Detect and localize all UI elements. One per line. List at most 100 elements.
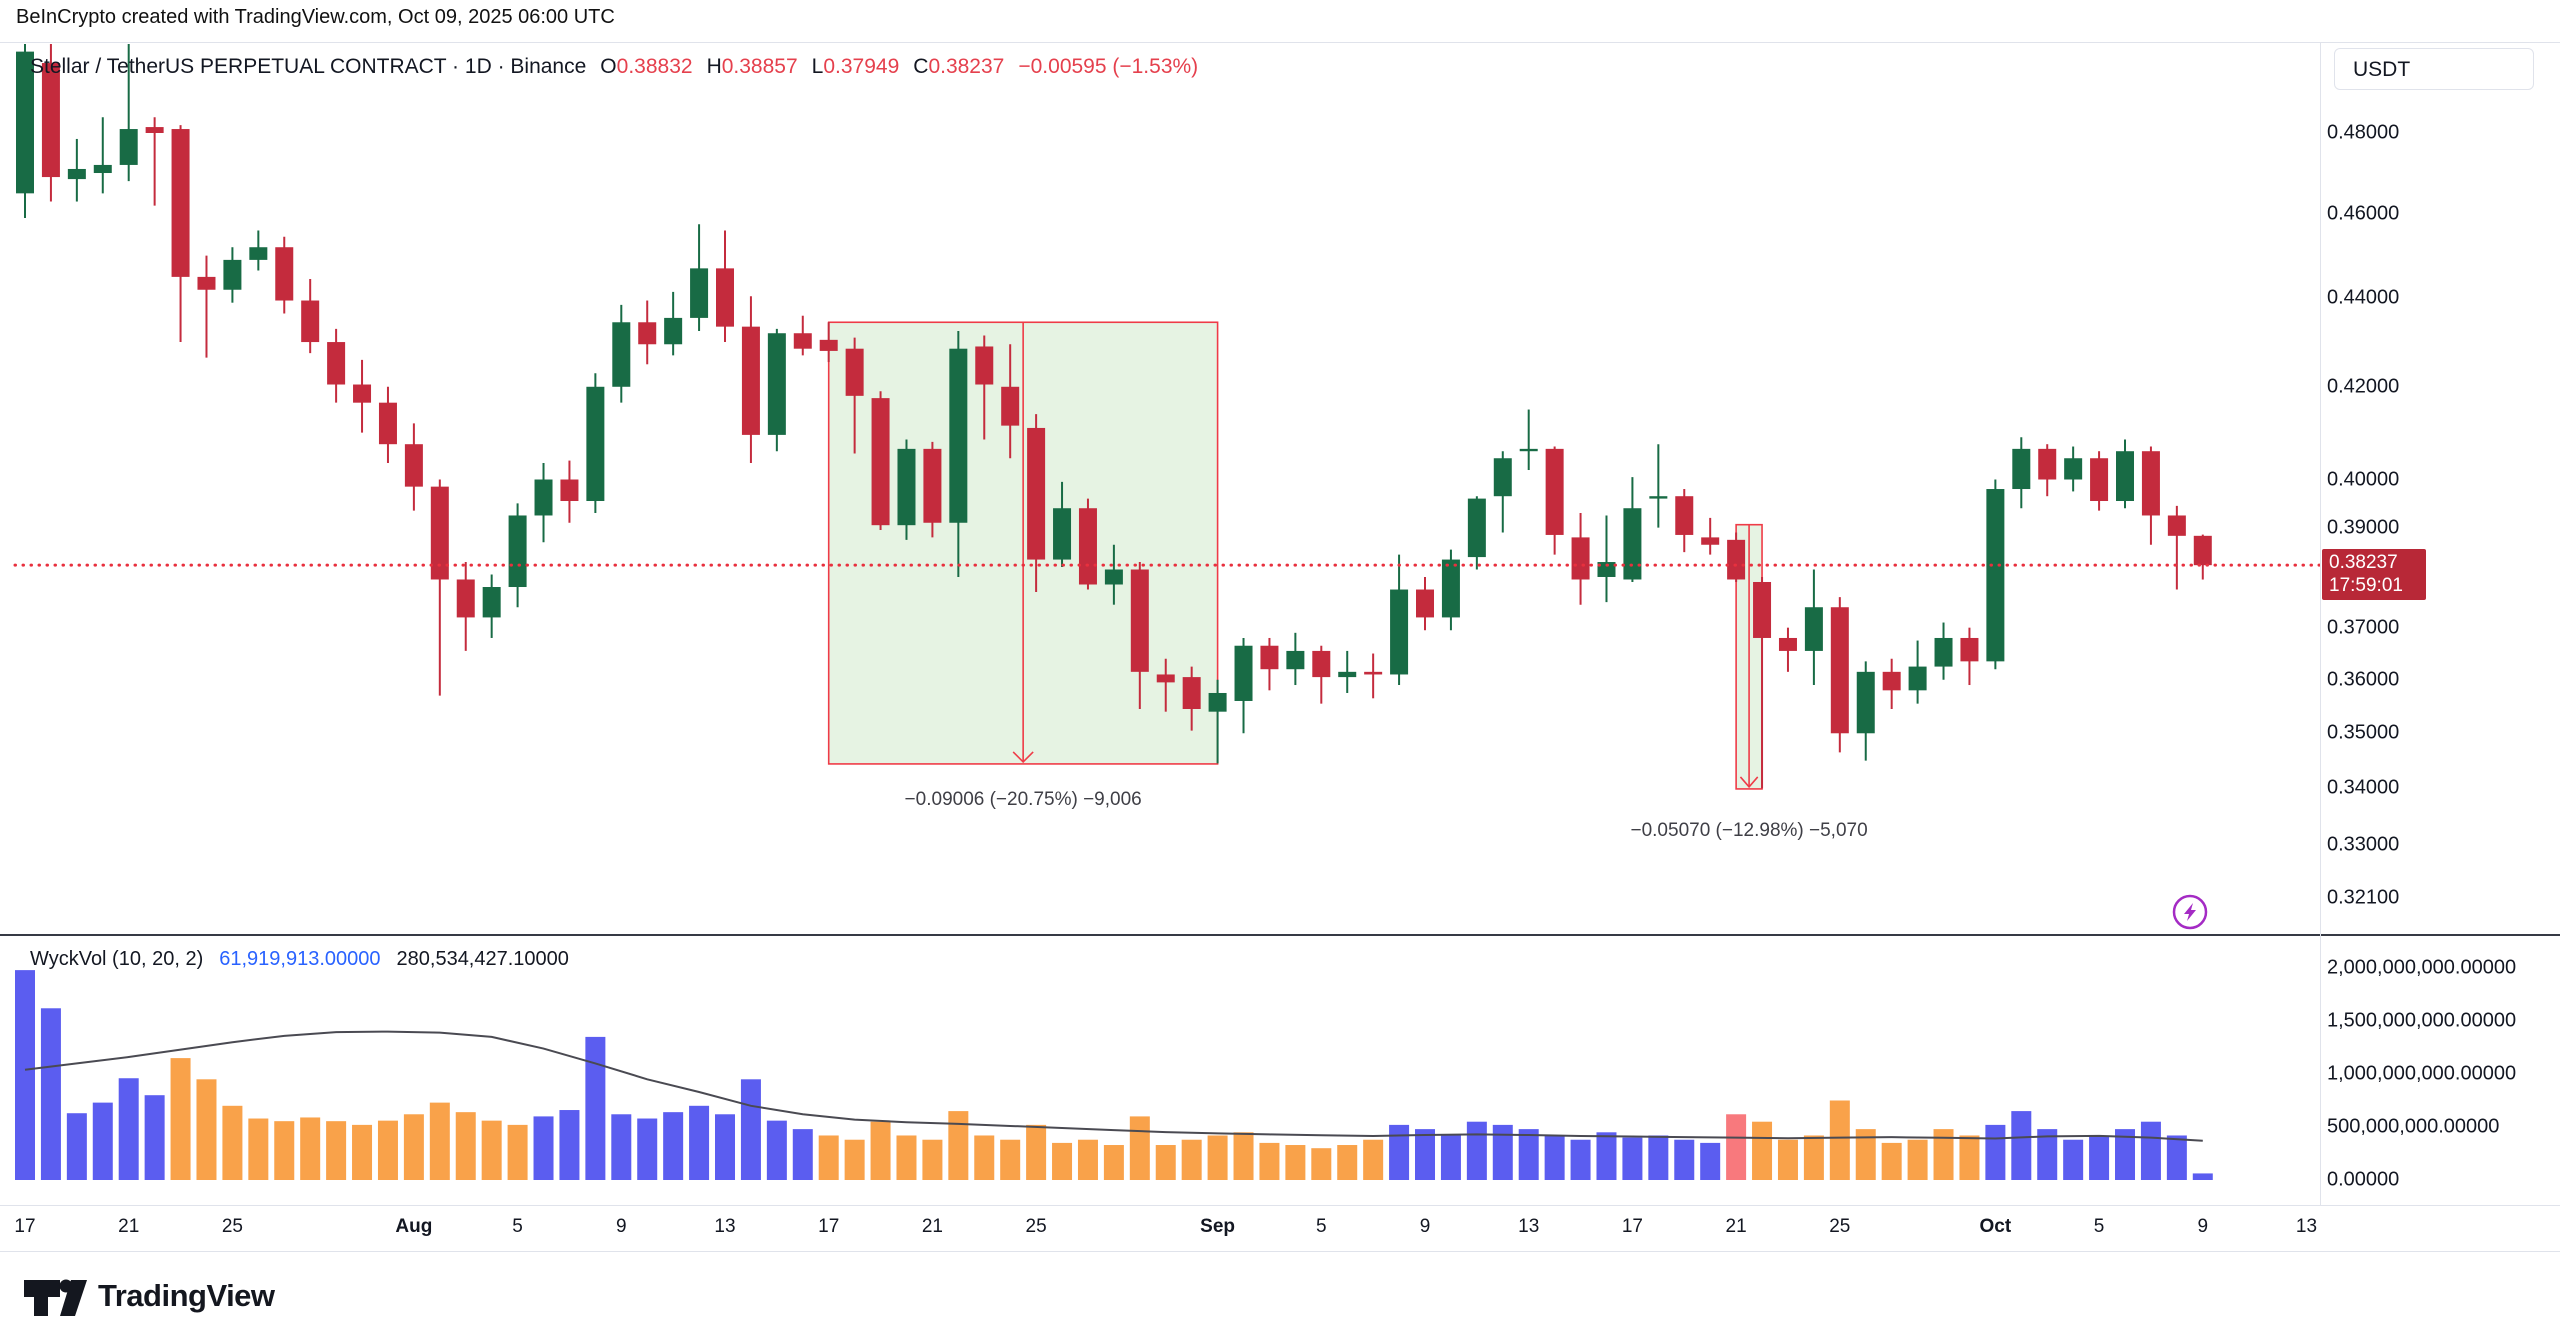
volume-bar [1622, 1137, 1643, 1180]
time-tick: 5 [2093, 1216, 2105, 1237]
candle [2141, 446, 2160, 545]
candle [41, 44, 60, 202]
currency-button[interactable]: USDT [2334, 48, 2534, 90]
time-tick: 13 [1518, 1216, 1540, 1237]
volume-bar [144, 1095, 165, 1180]
volume-tick: 1,000,000,000.00000 [2327, 1062, 2517, 1085]
candle [1338, 650, 1357, 693]
time-tick: 21 [1725, 1216, 1747, 1237]
candle [1441, 549, 1460, 631]
volume-bar [1492, 1124, 1513, 1180]
candle [586, 373, 605, 514]
volume-bar [1752, 1121, 1773, 1180]
tradingview-logo[interactable]: TradingView [24, 1272, 275, 1320]
candle [2012, 437, 2031, 509]
candle [171, 125, 190, 343]
volume-bar [792, 1129, 813, 1180]
volume-bar [1389, 1124, 1410, 1180]
volume-tick: 1,500,000,000.00000 [2327, 1009, 2517, 1032]
candle [1286, 632, 1305, 686]
volume-bar [66, 1113, 87, 1180]
bar-countdown: 17:59:01 [2329, 575, 2403, 596]
candle [1208, 679, 1227, 764]
candle [145, 117, 164, 206]
time-tick: 21 [921, 1216, 943, 1237]
candle [1364, 653, 1383, 699]
symbol-title[interactable]: Stellar / TetherUS PERPETUAL CONTRACT · … [30, 55, 587, 78]
volume-bar [507, 1124, 528, 1180]
price-tick: 0.35000 [2327, 721, 2400, 744]
ohlc-low: L0.37949 [811, 55, 900, 78]
symbol-header: Stellar / TetherUS PERPETUAL CONTRACT · … [30, 55, 1198, 79]
volume-bar [1129, 1116, 1150, 1180]
time-tick: 25 [221, 1216, 243, 1237]
candle [1053, 481, 1072, 568]
volume-bar [1207, 1135, 1228, 1180]
volume-bar [1181, 1139, 1202, 1180]
candle [2064, 446, 2083, 492]
time-tick: 5 [1316, 1216, 1327, 1237]
candle [119, 44, 138, 182]
volume-bar [1466, 1121, 1487, 1180]
candle [1390, 554, 1409, 686]
volume-bar [1700, 1142, 1721, 1180]
volume-bar [689, 1105, 710, 1180]
volume-bar [377, 1120, 398, 1180]
candle [1701, 517, 1720, 555]
measure-range-layer [827, 321, 1763, 790]
candle [1727, 532, 1746, 582]
volume-bar [1311, 1148, 1332, 1180]
price-tick: 0.40000 [2327, 468, 2400, 490]
candle [871, 391, 890, 531]
volume-bar [1803, 1135, 1824, 1180]
candle [482, 574, 501, 638]
ohlc-close: C0.38237 [913, 55, 1005, 78]
candle [353, 359, 372, 433]
volume-bar [1777, 1139, 1798, 1180]
last-price-value: 0.38237 [2329, 552, 2398, 573]
volume-bar [1933, 1129, 1954, 1180]
volume-bar [1518, 1129, 1539, 1180]
volume-bar [2037, 1129, 2058, 1180]
volume-bar [1233, 1132, 1254, 1180]
candle [1830, 597, 1849, 753]
chart-bottom-border [0, 1251, 2560, 1252]
volume-bar [326, 1121, 347, 1180]
volume-bar [40, 1008, 61, 1180]
candle [1234, 637, 1253, 734]
candle [1027, 414, 1046, 593]
volume-bar [1285, 1145, 1306, 1180]
volume-tick: 0.00000 [2327, 1168, 2400, 1191]
volume-bar [1000, 1139, 1021, 1180]
candle [2167, 505, 2186, 590]
volume-bar [403, 1114, 424, 1180]
time-tick: 21 [118, 1216, 140, 1237]
measure-arrowhead [1739, 776, 1759, 789]
volume-bar [559, 1110, 580, 1180]
candle [1182, 666, 1201, 731]
volume-bar [1726, 1114, 1747, 1180]
candle [1753, 576, 1772, 789]
candle [923, 441, 942, 538]
ohlc-open: O0.38832 [600, 55, 693, 78]
candle [1078, 498, 1097, 590]
time-tick: Aug [395, 1216, 433, 1237]
candle [2193, 534, 2212, 580]
volume-bar [974, 1135, 995, 1180]
time-tick: 9 [2197, 1216, 2209, 1237]
candle [2116, 439, 2135, 509]
price-tick: 0.34000 [2327, 776, 2400, 799]
indicator-name[interactable]: WyckVol (10, 20, 2) [30, 948, 204, 970]
volume-bar [533, 1116, 554, 1180]
time-tick: 5 [512, 1216, 523, 1237]
candle [1804, 569, 1823, 686]
volume-bar [1026, 1124, 1047, 1180]
candle [897, 439, 916, 540]
candle [975, 335, 994, 440]
volume-bar [2089, 1135, 2110, 1180]
candle [690, 224, 709, 332]
tradingview-logo-icon [24, 1279, 87, 1316]
boost-button[interactable] [2172, 894, 2208, 930]
time-tick: 25 [1829, 1216, 1851, 1237]
